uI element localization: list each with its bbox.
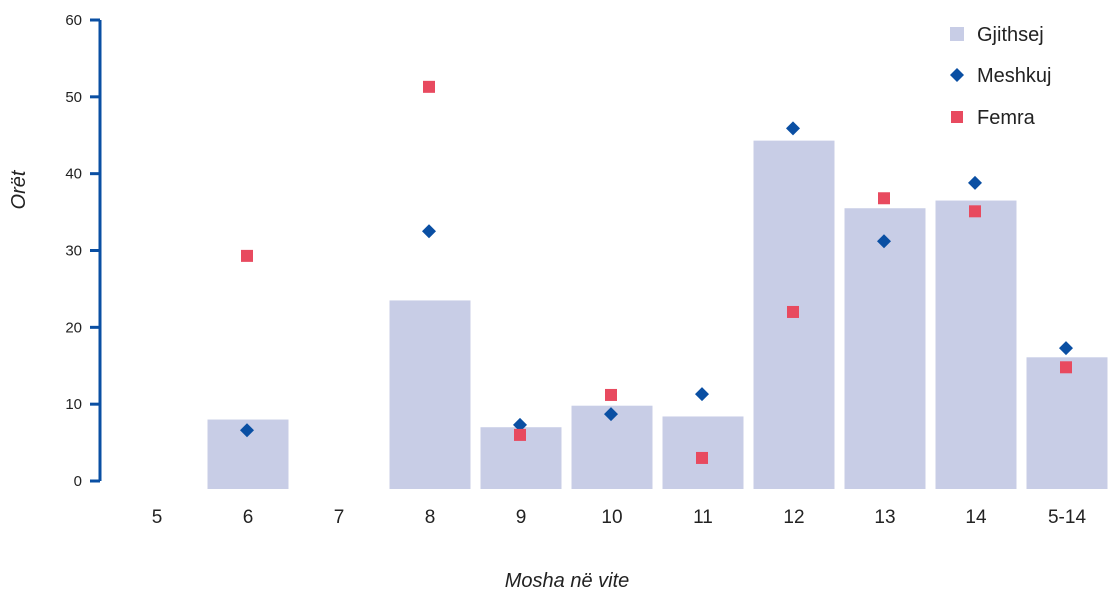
y-tick-label: 50 xyxy=(65,89,82,106)
point-meshkuj-5-14 xyxy=(1059,341,1073,356)
y-tick-label: 40 xyxy=(65,166,82,183)
legend: Gjithsej Meshkuj Femra xyxy=(950,24,1051,129)
point-meshkuj-14 xyxy=(968,175,982,190)
point-meshkuj-12 xyxy=(786,121,800,136)
point-meshkuj-11 xyxy=(695,387,709,402)
x-tick-label: 10 xyxy=(601,507,622,528)
x-tick-label: 5 xyxy=(152,507,163,528)
legend-swatch-meshkuj xyxy=(950,68,964,82)
point-femra-14 xyxy=(969,205,981,218)
bar-gjithsej-8 xyxy=(389,300,471,489)
y-tick-label: 10 xyxy=(65,396,82,413)
point-femra-6 xyxy=(241,249,253,262)
point-femra-9 xyxy=(514,428,526,441)
bar-gjithsej-5-14 xyxy=(1026,357,1108,489)
x-tick-label: 13 xyxy=(874,507,895,528)
x-tick-label: 14 xyxy=(965,507,987,528)
x-tick-label: 9 xyxy=(516,507,527,528)
legend-swatch-gjithsej xyxy=(950,27,964,41)
point-meshkuj-10 xyxy=(604,407,618,422)
y-tick-label: 0 xyxy=(74,473,82,490)
x-tick-label: 6 xyxy=(243,507,254,528)
legend-label-meshkuj: Meshkuj xyxy=(977,65,1051,87)
point-femra-8 xyxy=(423,80,435,93)
bar-gjithsej-13 xyxy=(844,208,926,489)
point-femra-5-14 xyxy=(1060,361,1072,374)
y-tick-label: 60 xyxy=(65,12,82,29)
legend-label-femra: Femra xyxy=(977,107,1036,129)
y-axis-title: Orët xyxy=(8,169,30,209)
point-femra-13 xyxy=(878,192,890,205)
bar-gjithsej-14 xyxy=(935,200,1017,489)
x-tick-label: 5-14 xyxy=(1048,507,1086,528)
legend-label-gjithsej: Gjithsej xyxy=(977,24,1044,46)
point-femra-12 xyxy=(787,305,799,318)
legend-swatch-femra xyxy=(951,111,963,123)
points-layer xyxy=(240,80,1073,464)
y-tick-label: 30 xyxy=(65,243,82,260)
x-axis-labels: 5 6 7 8 9 10 11 12 13 14 5-14 xyxy=(152,507,1087,528)
x-tick-label: 7 xyxy=(334,507,345,528)
point-femra-10 xyxy=(605,388,617,401)
y-tick-label: 20 xyxy=(65,319,82,336)
point-femra-11 xyxy=(696,451,708,464)
y-axis: 0 10 20 30 40 50 60 xyxy=(65,12,102,490)
point-meshkuj-9 xyxy=(513,417,527,432)
point-meshkuj-8 xyxy=(422,224,436,239)
x-tick-label: 11 xyxy=(693,507,713,528)
x-tick-label: 8 xyxy=(425,507,436,528)
x-tick-label: 12 xyxy=(783,507,804,528)
point-meshkuj-13 xyxy=(877,234,891,249)
bars-layer xyxy=(207,140,1108,489)
point-meshkuj-6 xyxy=(240,423,254,438)
x-axis-title: Mosha në vite xyxy=(505,570,630,592)
